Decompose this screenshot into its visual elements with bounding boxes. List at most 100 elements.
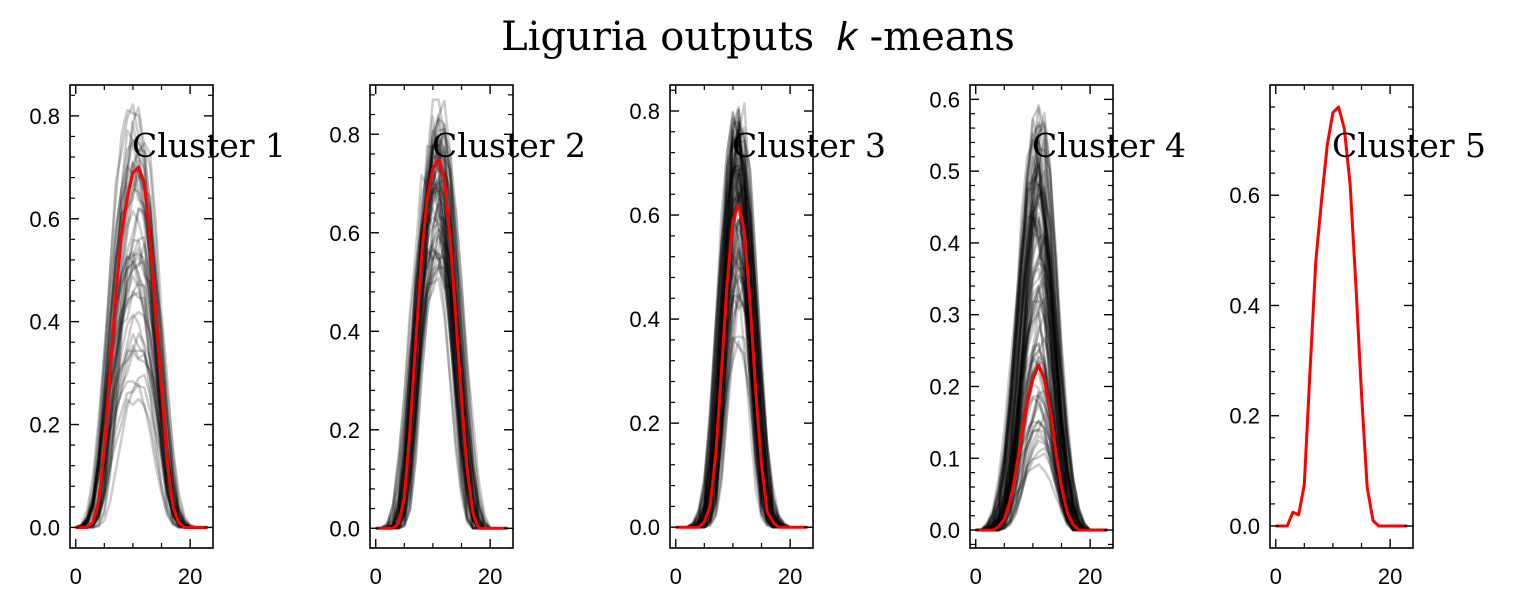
y-tick-label: 0.3: [929, 303, 960, 328]
centroid-line: [375, 157, 508, 530]
plot-area: [975, 103, 1108, 532]
x-tick-label: 20: [1378, 564, 1402, 589]
x-tick-label: 0: [670, 564, 682, 589]
member-series-line: [675, 181, 808, 529]
member-series-line: [975, 148, 1108, 532]
member-series-line: [675, 336, 808, 529]
member-series-line: [75, 310, 208, 529]
y-tick-label: 0.6: [29, 207, 60, 232]
x-tick-label: 0: [970, 564, 982, 589]
subplot-2: 0.0 0.2 0.4 0.6 0.8 0 20 Cluster 2: [329, 84, 586, 589]
member-series-line: [675, 335, 808, 529]
member-series-line: [75, 260, 208, 529]
cluster-label: Cluster 2: [432, 126, 586, 165]
centroid-line: [1275, 105, 1408, 528]
y-tick-label: 0.4: [29, 310, 60, 335]
figure-title: Liguria outputs k -means: [501, 14, 1015, 60]
member-series-line: [375, 183, 508, 530]
member-series-line: [75, 351, 208, 529]
y-tick-label: 0.5: [929, 159, 960, 184]
plot-area: [1275, 105, 1408, 528]
member-series-line: [975, 336, 1108, 532]
member-series-line: [975, 188, 1108, 532]
axes-frame: [69, 84, 214, 549]
x-tick-label: 0: [1270, 564, 1282, 589]
y-tick-label: 0.0: [629, 515, 660, 540]
member-series-line: [375, 144, 508, 530]
member-series-line: [75, 349, 208, 529]
member-series-line: [975, 121, 1108, 532]
member-series-line: [975, 111, 1108, 532]
member-series-line: [675, 185, 808, 529]
x-tick-label: 20: [178, 564, 202, 589]
member-series-line: [75, 176, 208, 529]
member-series-line: [75, 141, 208, 529]
axes-frame: [969, 84, 1114, 549]
plot-area: [375, 98, 508, 530]
x-tick-label: 0: [70, 564, 82, 589]
cluster-label: Cluster 1: [132, 126, 286, 165]
subplot-4: 0.0 0.1 0.2 0.3 0.4 0.5 0.6 0 20 Cluster 4: [929, 84, 1186, 589]
y-tick-label: 0.4: [929, 231, 960, 256]
member-series-line: [75, 162, 208, 529]
member-series-line: [375, 216, 508, 530]
title-suffix: -means: [870, 14, 1015, 60]
member-series-line: [375, 150, 508, 530]
cluster-label: Cluster 4: [1032, 126, 1186, 165]
subplot-1: 0.0 0.2 0.4 0.6 0.8 0 20 Cluster 1: [29, 84, 286, 589]
y-tick-label: 0.2: [329, 418, 360, 443]
member-series-line: [975, 289, 1108, 532]
y-tick-label: 0.2: [629, 411, 660, 436]
y-tick-label: 0.6: [929, 87, 960, 112]
member-series-line: [75, 290, 208, 529]
y-tick-label: 0.8: [29, 104, 60, 129]
member-series-line: [675, 173, 808, 529]
centroid-line: [975, 363, 1108, 532]
y-tick-label: 0.4: [1229, 293, 1260, 318]
plot-area: [74, 103, 208, 529]
member-series-line: [375, 137, 508, 530]
y-tick-label: 0.0: [929, 518, 960, 543]
y-tick-label: 0.1: [929, 446, 960, 471]
member-series-line: [675, 271, 808, 529]
cluster-label: Cluster 3: [732, 126, 886, 165]
member-series-line: [975, 325, 1108, 532]
member-series-line: [975, 235, 1108, 532]
x-tick-label: 0: [370, 564, 382, 589]
y-tick-label: 0.8: [329, 122, 360, 147]
y-tick-label: 0.2: [1229, 404, 1260, 429]
y-tick-label: 0.4: [329, 319, 360, 344]
member-series-line: [375, 131, 508, 530]
title-main: Liguria outputs: [501, 14, 814, 60]
y-tick-label: 0.2: [29, 413, 60, 438]
member-series-line: [975, 235, 1108, 532]
member-series-line: [75, 209, 208, 529]
axes-frame: [669, 84, 814, 549]
y-tick-label: 0.6: [1229, 183, 1260, 208]
subplot-5: 0.0 0.2 0.4 0.6 0 20 Cluster 5: [1229, 84, 1486, 589]
title-k: k: [837, 15, 859, 59]
member-series-line: [675, 169, 808, 529]
cluster-label: Cluster 5: [1332, 126, 1486, 165]
x-tick-label: 20: [478, 564, 502, 589]
y-tick-label: 0.2: [929, 374, 960, 399]
centroid-line: [675, 203, 808, 529]
y-tick-label: 0.0: [1229, 514, 1260, 539]
y-tick-label: 0.6: [629, 203, 660, 228]
axes-frame: [369, 84, 514, 549]
member-series-line: [75, 238, 208, 529]
member-series-line: [375, 263, 508, 530]
y-tick-label: 0.6: [329, 221, 360, 246]
member-series-line: [975, 141, 1108, 532]
member-series-line: [74, 148, 208, 529]
axes-frame: [1269, 84, 1414, 549]
member-series-line: [75, 207, 208, 529]
centroid-line: [75, 165, 208, 529]
member-series-line: [75, 164, 208, 529]
plot-area: [675, 102, 808, 529]
member-series-line: [675, 340, 808, 529]
x-tick-label: 20: [778, 564, 802, 589]
subplot-3: 0.0 0.2 0.4 0.6 0.8 0 20 Cluster 3: [629, 84, 886, 589]
